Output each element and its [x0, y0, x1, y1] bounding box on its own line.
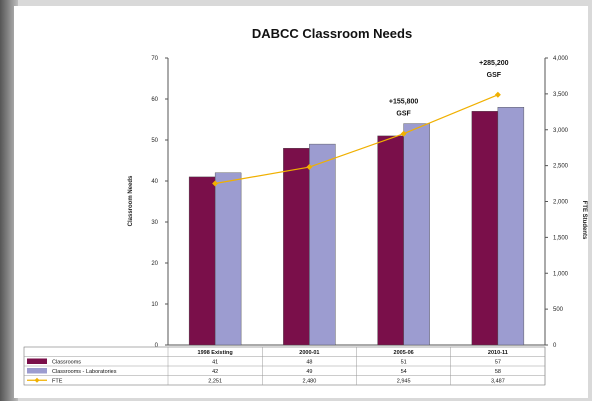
table-value: 49: [306, 369, 312, 375]
bar: [283, 147, 310, 346]
y-tick-label: 0: [155, 343, 159, 349]
y2-tick-label: 3,000: [553, 128, 569, 134]
table-value: 2,945: [397, 379, 411, 385]
gsf-annotation: +155,800: [389, 99, 418, 106]
y2-tick-label: 4,000: [553, 56, 569, 62]
left-edge-shadow: [0, 0, 18, 401]
table-value: 3,487: [491, 379, 505, 385]
table-category-label: 1998 Existing: [198, 350, 233, 356]
y2-tick-label: 1,500: [553, 235, 569, 241]
bar: [377, 135, 404, 346]
fte-point: [400, 130, 407, 137]
y-tick-label: 20: [151, 261, 158, 267]
bar: [309, 143, 336, 346]
y2-tick-label: 0: [553, 343, 557, 349]
table-value: 42: [212, 369, 218, 375]
gsf-annotation: +285,200: [479, 60, 508, 67]
bar: [188, 176, 216, 346]
table-category-label: 2005-06: [394, 350, 414, 356]
y-tick-label: 10: [151, 302, 158, 308]
bars: [188, 106, 525, 346]
y2-tick-label: 2,500: [553, 164, 569, 170]
fte-point: [212, 180, 219, 187]
bar: [471, 111, 499, 346]
table-value: 58: [495, 369, 501, 375]
legend-series-name: FTE: [52, 379, 63, 385]
bar: [403, 123, 430, 346]
legend-series-name: Classrooms - Laboratories: [52, 369, 117, 375]
y2-tick-label: 2,000: [553, 200, 569, 206]
y2-tick-label: 500: [553, 307, 564, 313]
annotations: +155,800 GSF +285,200 GSF: [389, 60, 509, 118]
fte-point: [306, 164, 313, 171]
legend-swatch: [27, 358, 47, 364]
table-value: 41: [212, 360, 218, 366]
y-axis-ticks: 0 10 20 30 40 50 60 70: [151, 56, 168, 349]
fte-series-line: [215, 94, 499, 185]
table-value: 51: [401, 360, 407, 366]
data-table: 1998 Existing 2000-01 2005-06 2010-11 Classr…: [23, 346, 546, 386]
y2-tick-label: 3,500: [553, 92, 569, 98]
gsf-annotation: GSF: [396, 111, 411, 118]
table-category-label: 2000-01: [299, 350, 319, 356]
y2-axis-label: FTE Students: [581, 201, 587, 240]
fte-point: [494, 91, 501, 98]
y-tick-label: 50: [151, 138, 158, 144]
bar: [497, 106, 525, 346]
y-tick-label: 70: [151, 56, 158, 62]
y2-axis-ticks: 0 500 1,000 1,500 2,000 2,500 3,000 3,500 4,000: [545, 56, 569, 349]
y-tick-label: 30: [151, 220, 158, 226]
table-value: 2,251: [208, 379, 222, 385]
bar: [214, 172, 242, 346]
y-axis-label: Classroom Needs: [128, 175, 134, 226]
legend-point-key: [34, 377, 40, 383]
table-category-label: 2010-11: [488, 350, 508, 356]
table-value: 48: [306, 360, 312, 366]
legend-swatch: [27, 368, 47, 374]
table-value: 57: [495, 360, 501, 366]
table-value: 54: [401, 369, 407, 375]
y-tick-label: 60: [151, 97, 158, 103]
y-tick-label: 40: [151, 179, 158, 185]
y2-tick-label: 1,000: [553, 271, 569, 277]
gsf-annotation: GSF: [487, 72, 502, 79]
table-value: 2,480: [302, 379, 316, 385]
fte-line: [212, 91, 501, 187]
legend-series-name: Classrooms: [52, 360, 81, 366]
chart-title: DABCC Classroom Needs: [252, 26, 412, 41]
